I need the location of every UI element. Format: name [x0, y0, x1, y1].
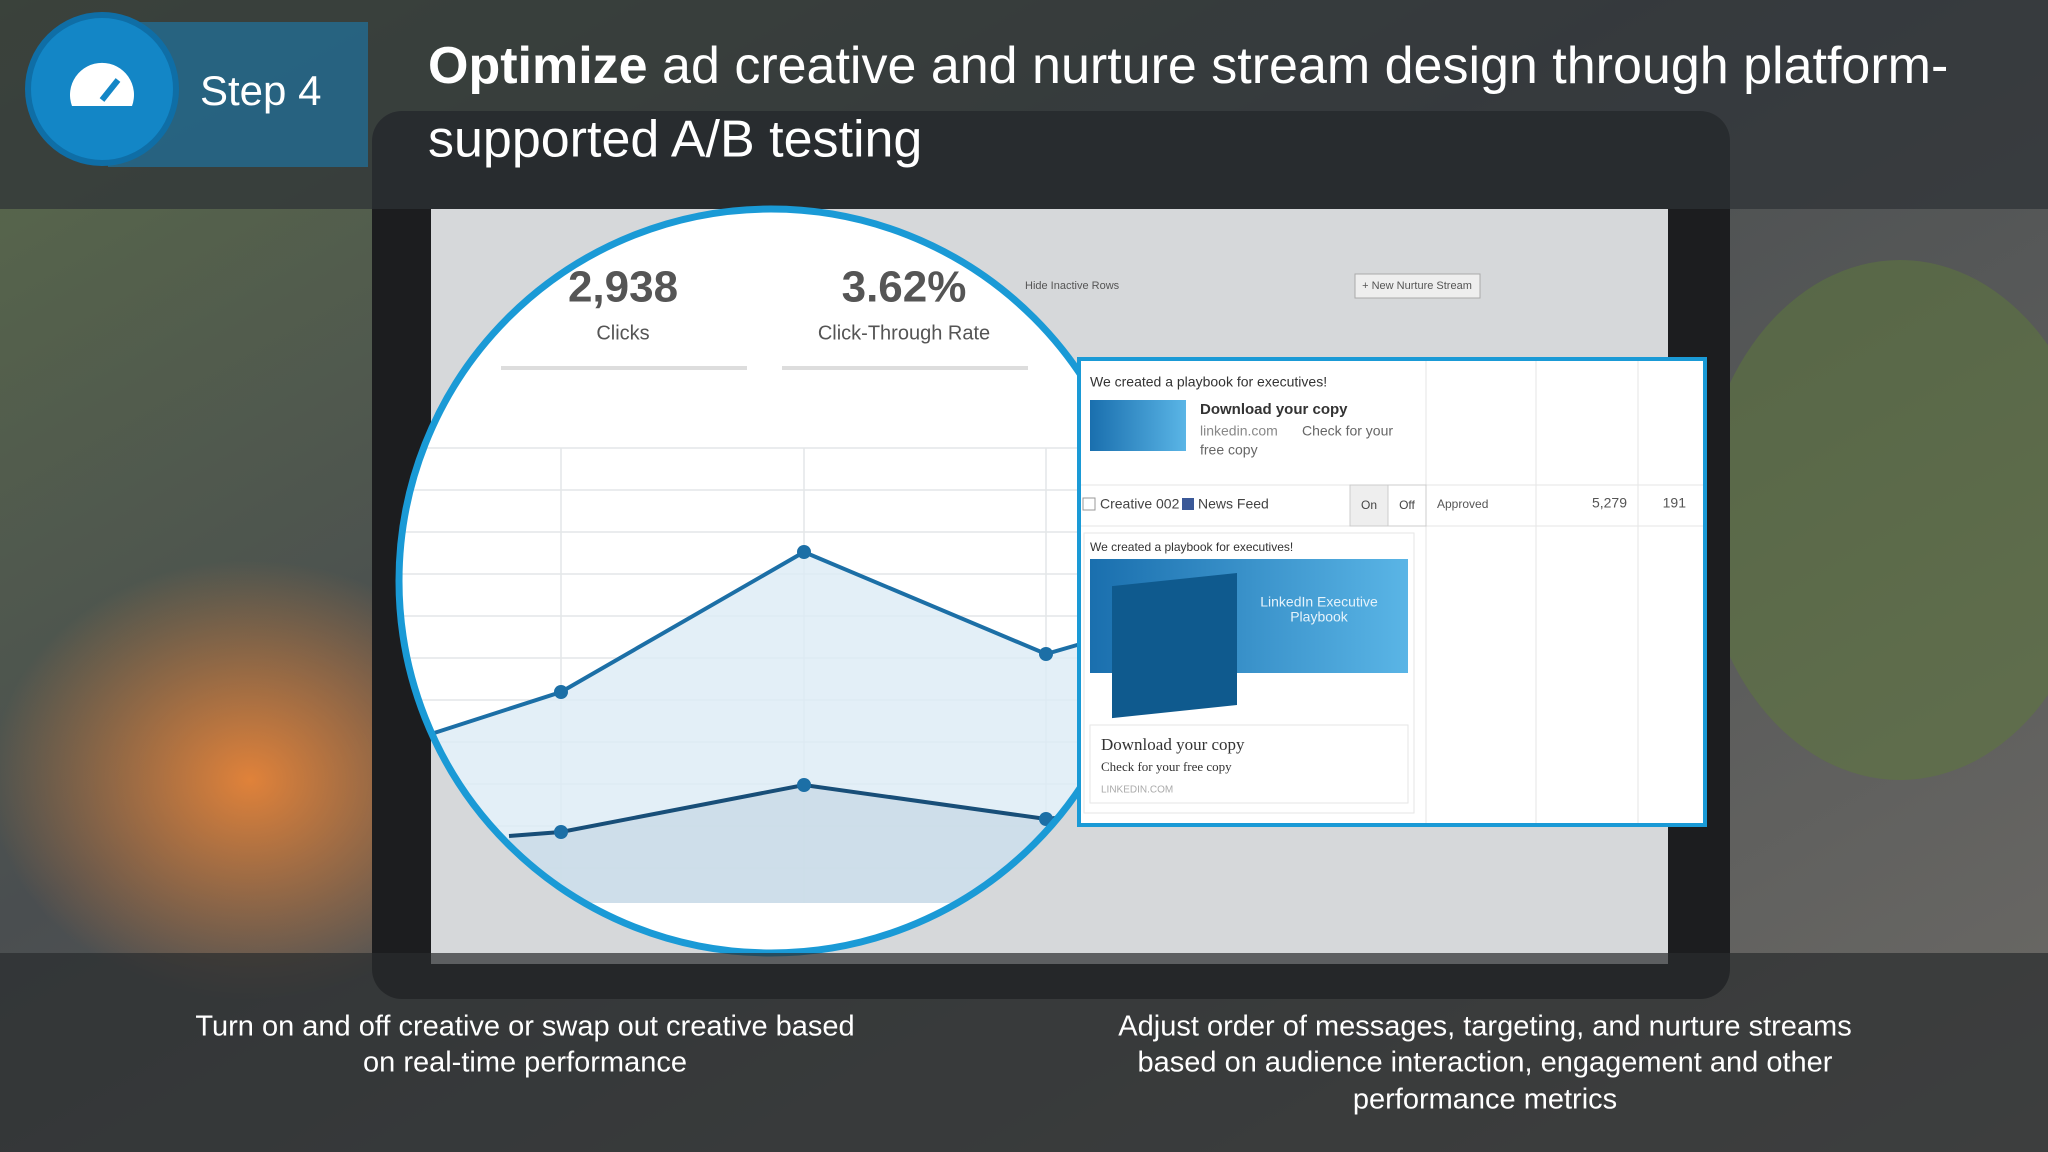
off-button[interactable]	[1387, 484, 1427, 527]
facebook-icon	[1182, 498, 1194, 510]
ad-domain: LINKEDIN.COM	[1101, 785, 1173, 796]
stat-label: Click-Through Rate	[818, 322, 990, 344]
title-line: Optimize ad creative and nurture stream …	[428, 37, 1948, 95]
off-label: Off	[1399, 498, 1415, 512]
ad-desc: Check for your free copy	[1101, 759, 1232, 774]
caption: on real-time performance	[363, 1047, 687, 1079]
magnifier: 2,938 Clicks 3.62% Click-Through Rate	[401, 211, 1141, 951]
clicks: 191	[1663, 495, 1687, 511]
ad-thumbnail	[1090, 400, 1186, 451]
caption: Turn on and off creative or swap out cre…	[195, 1011, 854, 1043]
plant-blur	[1700, 260, 2048, 780]
placement: News Feed	[1198, 496, 1269, 512]
stat-label: Clicks	[596, 322, 649, 344]
creative-name: Creative 002	[1100, 496, 1180, 512]
caption: based on audience interaction, engagemen…	[1138, 1047, 1833, 1079]
caption: performance metrics	[1353, 1084, 1617, 1116]
row-checkbox[interactable]	[1082, 497, 1096, 511]
ad-cta: Download your copy	[1101, 735, 1245, 754]
step-label: Step 4	[200, 67, 321, 114]
ad-domain: linkedin.com	[1200, 423, 1278, 439]
new-stream: + New Nurture Stream	[1362, 280, 1472, 292]
new-stream-button	[1354, 273, 1481, 299]
ad-cta: Download your copy	[1200, 401, 1348, 418]
caption: Adjust order of messages, targeting, and…	[1118, 1011, 1851, 1043]
title-line: supported A/B testing	[428, 111, 922, 169]
gauge-icon	[70, 62, 134, 106]
title-rest: ad creative and nurture stream design th…	[662, 37, 1948, 95]
ad-desc: free copy	[1200, 442, 1258, 458]
ad-desc: Check for your	[1302, 423, 1393, 439]
status: Approved	[1437, 497, 1488, 511]
hide-rows: Hide Inactive Rows	[1025, 280, 1120, 292]
image-title: Playbook	[1290, 609, 1349, 625]
stat-value: 3.62%	[842, 263, 967, 312]
stat-value: 2,938	[568, 263, 678, 312]
ad-headline: We created a playbook for executives!	[1090, 540, 1293, 554]
caption-band	[0, 953, 2048, 1152]
book	[1112, 572, 1237, 719]
image-title: LinkedIn Executive	[1260, 594, 1378, 610]
gauge-needle	[99, 78, 121, 102]
points	[554, 545, 1053, 839]
on-label: On	[1361, 498, 1377, 512]
title-bold: Optimize	[428, 37, 648, 95]
on-button[interactable]	[1349, 484, 1389, 527]
ad-headline: We created a playbook for executives!	[1090, 374, 1327, 390]
ad-footer	[1089, 724, 1409, 804]
impressions: 5,279	[1592, 495, 1627, 511]
